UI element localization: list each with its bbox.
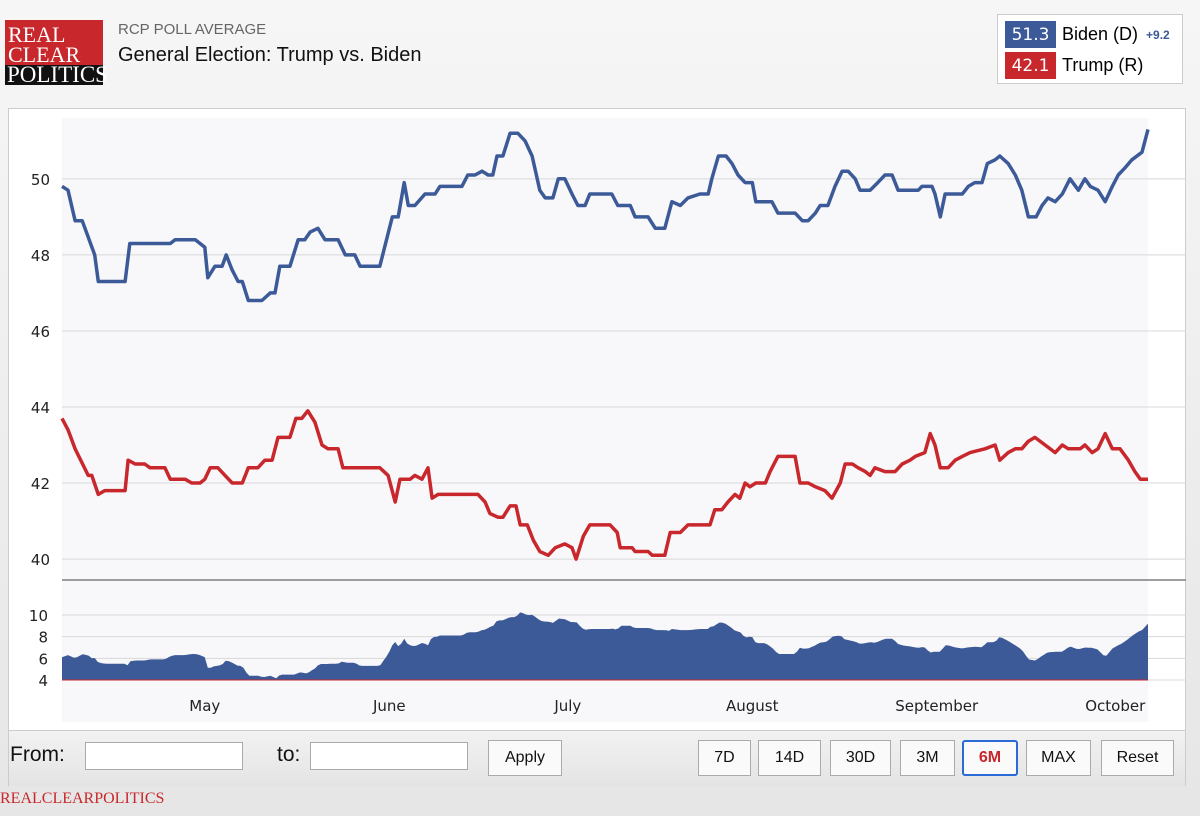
- range-14d-button[interactable]: 14D: [758, 740, 821, 776]
- x-tick-label: May: [189, 697, 220, 715]
- biden-lead: +9.2: [1146, 27, 1170, 42]
- y-tick-label: 44: [31, 399, 50, 417]
- x-tick-label: October: [1085, 697, 1146, 715]
- rcp-logo: REAL CLEAR POLITICS: [5, 20, 108, 87]
- spread-tick-label: 4: [38, 672, 48, 690]
- reset-button[interactable]: Reset: [1101, 740, 1174, 776]
- y-tick-label: 48: [31, 247, 50, 265]
- apply-button[interactable]: Apply: [488, 740, 562, 776]
- range-6m-button[interactable]: 6M: [962, 740, 1018, 776]
- trump-line: [60, 409, 1148, 561]
- legend-trump: 42.1 Trump (R): [1005, 52, 1143, 79]
- y-tick-label: 46: [31, 323, 50, 341]
- from-label: From:: [10, 743, 65, 766]
- legend: 51.3 Biden (D) +9.2 42.1 Trump (R): [997, 14, 1183, 84]
- legend-biden: 51.3 Biden (D) +9.2: [1005, 21, 1170, 48]
- y-tick-label: 50: [31, 171, 50, 189]
- plot-background: [62, 118, 1148, 722]
- biden-label: Biden (D): [1062, 24, 1139, 44]
- spread-area: [62, 612, 1148, 680]
- to-date-input[interactable]: [310, 742, 468, 770]
- biden-value: 51.3: [1005, 21, 1056, 48]
- y-tick-label: 40: [31, 551, 50, 569]
- logo-line: POLITICS: [5, 62, 108, 87]
- range-3m-button[interactable]: 3M: [900, 740, 955, 776]
- x-tick-label: August: [726, 697, 779, 715]
- spread-tick-label: 8: [38, 629, 48, 647]
- x-tick-label: September: [895, 697, 979, 715]
- spread-tick-label: 10: [29, 607, 48, 625]
- logo-line: CLEAR: [8, 42, 81, 67]
- to-label: to:: [277, 743, 301, 766]
- spread-tick-label: 6: [38, 650, 48, 668]
- range-7d-button[interactable]: 7D: [698, 740, 751, 776]
- x-tick-label: June: [372, 697, 406, 715]
- subtitle: RCP POLL AVERAGE: [118, 21, 267, 38]
- page-title: General Election: Trump vs. Biden: [118, 44, 422, 66]
- from-date-input[interactable]: [85, 742, 243, 770]
- y-tick-label: 42: [31, 475, 50, 493]
- footer-brand: REALCLEARPOLITICS: [0, 790, 165, 807]
- trump-value: 42.1: [1005, 52, 1056, 79]
- logo-line: REAL: [8, 22, 66, 47]
- x-tick-label: July: [553, 697, 581, 715]
- range-30d-button[interactable]: 30D: [830, 740, 891, 776]
- range-max-button[interactable]: MAX: [1026, 740, 1091, 776]
- biden-line: [61, 128, 1150, 303]
- trump-label: Trump (R): [1062, 55, 1144, 75]
